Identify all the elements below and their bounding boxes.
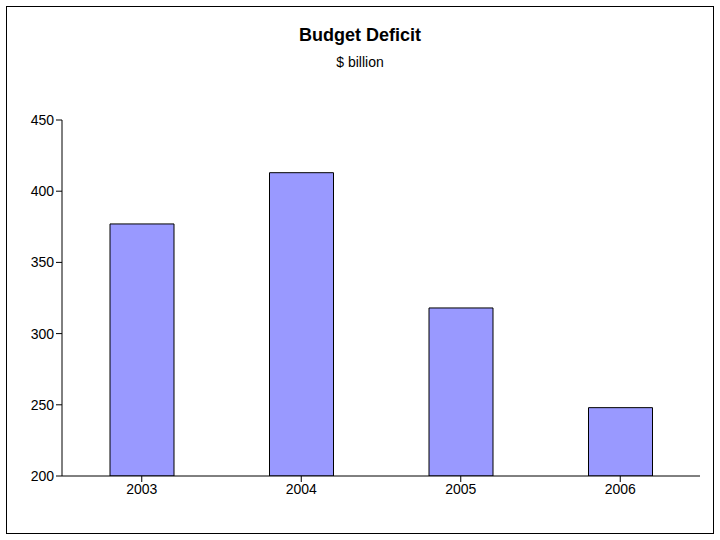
- svg-text:400: 400: [31, 183, 55, 199]
- html-text:$ billion: $ billion: [336, 54, 384, 70]
- svg-text:300: 300: [31, 326, 55, 342]
- html-text:Budget Deficit: Budget Deficit: [299, 25, 421, 45]
- svg-text:450: 450: [31, 112, 55, 128]
- svg-text:250: 250: [31, 397, 55, 413]
- svg-text:200: 200: [31, 468, 55, 484]
- svg-text:2006: 2006: [605, 481, 636, 497]
- svg-text:2003: 2003: [126, 481, 157, 497]
- svg-text:2004: 2004: [286, 481, 317, 497]
- svg-text:350: 350: [31, 254, 55, 270]
- svg-text:2005: 2005: [445, 481, 476, 497]
